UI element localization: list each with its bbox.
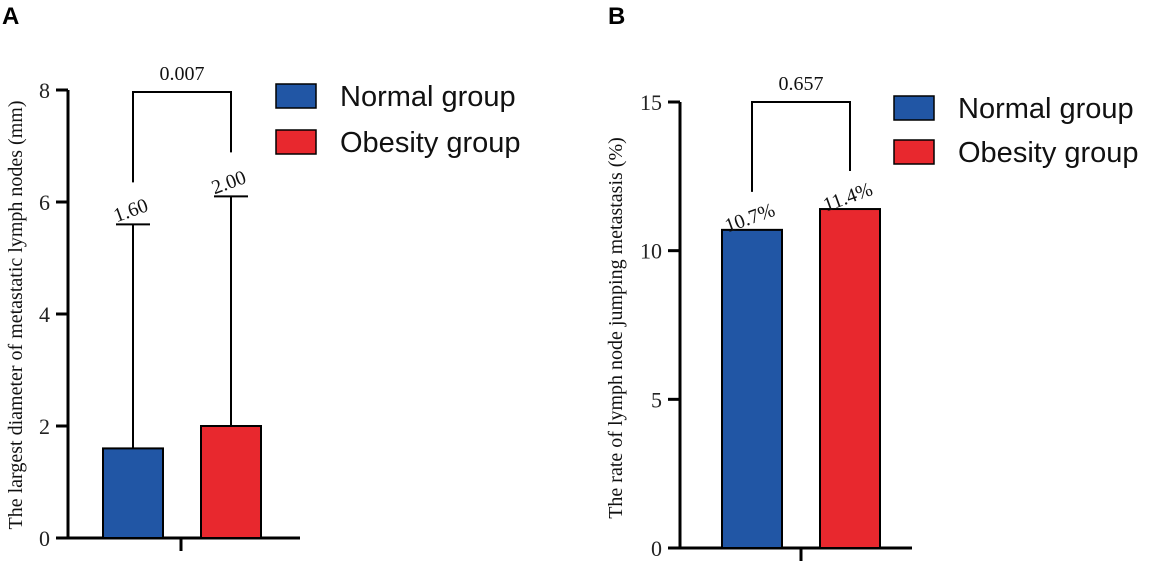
panel-a-y-tick-label: 2 xyxy=(39,414,50,439)
panel-b-y-tick-label: 5 xyxy=(651,387,662,412)
panel-b-y-tick-label: 0 xyxy=(651,536,662,561)
panel-a-bar-obesity xyxy=(200,425,262,539)
panel-a-significance-bracket xyxy=(132,91,232,183)
legend-b-obesity-swatch xyxy=(893,139,935,165)
legend-a-obesity-label: Obesity group xyxy=(340,127,521,159)
legend-a-obesity-swatch xyxy=(275,129,317,155)
panel-a-y-tick-label: 8 xyxy=(39,78,50,103)
panel-a: A The largest diameter of metastatic lym… xyxy=(2,3,521,551)
panel-b-label: B xyxy=(608,3,625,30)
panel-b-significance-bracket xyxy=(751,101,851,192)
panel-b-y-tick-label: 10 xyxy=(640,239,662,264)
panel-a-p-value: 0.007 xyxy=(160,63,205,85)
panel-b-y-tick-label: 15 xyxy=(640,90,662,115)
panel-b-bar-normal xyxy=(721,228,783,549)
panel-a-y-tick-label: 4 xyxy=(39,302,50,327)
panel-a-y-tick-label: 0 xyxy=(39,526,50,551)
panel-a-label: A xyxy=(2,3,19,30)
panel-a-legend: Normal group Obesity group xyxy=(275,81,521,159)
panel-a-data-label-obesity: 2.00 xyxy=(209,166,249,199)
legend-a-normal-label: Normal group xyxy=(340,81,516,113)
legend-a-normal-swatch xyxy=(275,83,317,109)
panel-a-data-label-normal: 1.60 xyxy=(111,194,151,227)
legend-b-normal-swatch xyxy=(893,95,935,121)
panel-a-bar-normal xyxy=(102,447,164,539)
panel-b-legend: Normal group Obesity group xyxy=(893,93,1139,169)
legend-b-obesity-label: Obesity group xyxy=(958,137,1139,169)
panel-a-ylabel: The largest diameter of metastatic lymph… xyxy=(5,101,27,530)
panel-a-y-tick-label: 6 xyxy=(39,190,50,215)
panel-b-ylabel: The rate of lymph node jumping metastasi… xyxy=(605,137,627,519)
panel-b-bar-obesity xyxy=(819,208,881,549)
panel-a-plot: 0 2 4 6 8 1.60 2.00 0.007 xyxy=(39,63,300,551)
legend-b-normal-label: Normal group xyxy=(958,93,1134,125)
panel-b: B The rate of lymph node jumping metasta… xyxy=(605,3,1139,561)
panel-b-p-value: 0.657 xyxy=(779,73,824,95)
